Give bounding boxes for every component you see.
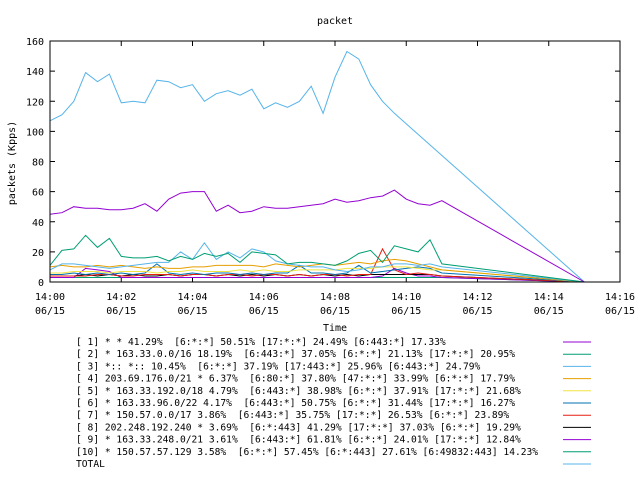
x-tick-date: 06/15 xyxy=(391,306,421,317)
x-tick-date: 06/15 xyxy=(35,306,65,317)
legend-entry: [10] * 150.57.57.129 3.58% [6:*:*] 57.45… xyxy=(76,447,538,458)
x-tick-date: 06/15 xyxy=(462,306,492,317)
chart-title: packet xyxy=(317,16,353,27)
x-tick-date: 06/15 xyxy=(534,306,564,317)
x-tick-time: 14:02 xyxy=(106,292,136,303)
x-tick-time: 14:00 xyxy=(35,292,65,303)
series-line-4 xyxy=(49,258,585,283)
x-tick-date: 06/15 xyxy=(249,306,279,317)
series-line-11 xyxy=(49,50,585,283)
legend-entry: [ 2] * 163.33.0.0/16 18.19% [6:443:*] 37… xyxy=(76,349,515,360)
legend-entry: [ 5] * 163.33.192.0/18 4.79% [6:443:*] 3… xyxy=(76,386,521,397)
legend-entry: [ 1] * * 41.29% [6:*:*] 50.51% [17:*:*] … xyxy=(76,337,446,348)
x-tick-time: 14:10 xyxy=(391,292,421,303)
legend-entry: [ 8] 202.248.192.240 * 3.69% [6:*:443] 4… xyxy=(76,422,521,433)
x-tick-time: 14:12 xyxy=(462,292,492,303)
legend-entry: [ 4] 203.69.176.0/21 * 6.37% [6:80:*] 37… xyxy=(76,374,515,385)
y-tick-label: 40 xyxy=(32,218,44,229)
y-tick-label: 80 xyxy=(32,158,44,169)
y-axis-label: packets (Kpps) xyxy=(7,121,18,205)
legend-entry: [ 3] *:: *:: 10.45% [6:*:*] 37.19% [17:4… xyxy=(76,361,481,372)
series-line-1 xyxy=(49,189,585,283)
x-tick-date: 06/15 xyxy=(320,306,350,317)
x-tick-time: 14:08 xyxy=(320,292,350,303)
y-tick-label: 120 xyxy=(26,97,44,108)
legend-entry: TOTAL xyxy=(76,459,105,470)
x-tick-date: 06/15 xyxy=(177,306,207,317)
series-line-5 xyxy=(50,266,585,283)
y-ticks: 0 20 40 60 80 100 120 140 160 xyxy=(26,37,620,289)
legend-entry: [ 9] * 163.33.248.0/21 3.61% [6:443:*] 6… xyxy=(76,435,521,446)
series-line-7 xyxy=(50,247,585,283)
x-tick-date: 06/15 xyxy=(605,306,635,317)
series-lines xyxy=(49,50,585,283)
x-tick-time: 14:04 xyxy=(177,292,207,303)
series-line-6 xyxy=(50,263,585,283)
plot-frame xyxy=(49,40,621,283)
series-line-3 xyxy=(49,241,585,283)
series-line-2 xyxy=(49,234,585,283)
y-tick-label: 20 xyxy=(32,248,44,259)
x-tick-date: 06/15 xyxy=(106,306,136,317)
legend-entry: [ 6] * 163.33.96.0/22 4.17% [6:443:*] 50… xyxy=(76,398,515,409)
x-tick-time: 14:06 xyxy=(249,292,279,303)
legend-entry: [ 7] * 150.57.0.0/17 3.86% [6:443:*] 35.… xyxy=(76,410,509,421)
y-tick-label: 0 xyxy=(38,278,44,289)
x-tick-time: 14:14 xyxy=(534,292,564,303)
y-tick-label: 100 xyxy=(26,127,44,138)
y-tick-label: 160 xyxy=(26,37,44,48)
x-axis-label: Time xyxy=(323,323,347,334)
legend: [ 1] * * 41.29% [6:*:*] 50.51% [17:*:*] … xyxy=(76,337,591,470)
y-tick-label: 60 xyxy=(32,188,44,199)
y-tick-label: 140 xyxy=(26,67,44,78)
x-tick-time: 14:16 xyxy=(605,292,635,303)
